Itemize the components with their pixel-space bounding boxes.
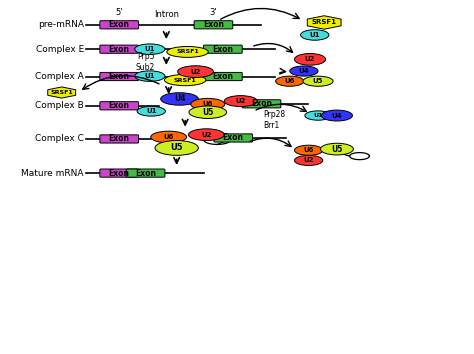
Ellipse shape (294, 145, 323, 155)
FancyBboxPatch shape (126, 169, 165, 177)
Text: U1: U1 (145, 73, 155, 79)
Ellipse shape (135, 71, 165, 81)
Ellipse shape (164, 74, 206, 86)
Polygon shape (307, 16, 341, 29)
Text: U1: U1 (313, 113, 323, 118)
Text: Exon: Exon (203, 20, 224, 29)
Ellipse shape (167, 46, 208, 57)
Text: Complex E: Complex E (36, 45, 84, 54)
Ellipse shape (294, 155, 323, 165)
Ellipse shape (155, 141, 198, 155)
Ellipse shape (161, 93, 198, 105)
Text: 3': 3' (210, 8, 217, 17)
FancyBboxPatch shape (100, 21, 138, 29)
Text: U2: U2 (305, 56, 315, 62)
Text: U6: U6 (284, 78, 295, 84)
Ellipse shape (301, 30, 329, 40)
Text: U6: U6 (164, 134, 174, 140)
Text: Complex B: Complex B (35, 101, 84, 110)
Ellipse shape (224, 96, 257, 107)
Ellipse shape (135, 44, 165, 55)
FancyBboxPatch shape (100, 102, 138, 110)
Text: Mature mRNA: Mature mRNA (21, 169, 84, 178)
Ellipse shape (294, 53, 326, 65)
Text: Exon: Exon (109, 20, 130, 29)
Ellipse shape (290, 66, 318, 76)
Text: SRSF1: SRSF1 (50, 90, 73, 95)
Ellipse shape (303, 76, 333, 86)
Text: U2: U2 (303, 158, 314, 164)
Ellipse shape (320, 143, 354, 155)
Ellipse shape (189, 106, 227, 119)
Text: Exon: Exon (251, 99, 272, 108)
Text: SRSF1: SRSF1 (174, 78, 197, 82)
Text: 5': 5' (116, 8, 123, 17)
Text: Exon: Exon (109, 101, 130, 110)
Text: Prp5
Sub2: Prp5 Sub2 (135, 52, 155, 72)
Text: U4: U4 (332, 113, 342, 119)
Ellipse shape (191, 98, 225, 110)
Text: U2: U2 (201, 132, 211, 138)
Text: U1: U1 (145, 46, 155, 52)
Polygon shape (48, 87, 76, 98)
Text: Exon: Exon (109, 135, 130, 143)
Text: SRSF1: SRSF1 (312, 19, 337, 25)
Text: U1: U1 (146, 108, 156, 114)
Text: Exon: Exon (109, 45, 130, 54)
Text: Prp28
Brr1: Prp28 Brr1 (263, 110, 285, 130)
Text: Exon: Exon (212, 72, 233, 81)
FancyBboxPatch shape (194, 21, 233, 29)
FancyBboxPatch shape (242, 100, 281, 108)
Text: U5: U5 (313, 78, 323, 84)
Text: Complex C: Complex C (35, 135, 84, 143)
FancyBboxPatch shape (100, 169, 138, 177)
Text: U6: U6 (202, 101, 213, 107)
Text: Exon: Exon (109, 169, 130, 178)
Text: U2: U2 (236, 98, 246, 104)
Ellipse shape (321, 110, 353, 121)
Text: Exon: Exon (212, 45, 233, 54)
Ellipse shape (305, 111, 331, 120)
Text: SRSF1: SRSF1 (176, 50, 199, 55)
FancyBboxPatch shape (100, 135, 138, 143)
Text: Exon: Exon (135, 169, 156, 178)
Text: U4: U4 (299, 68, 309, 74)
Text: U5: U5 (170, 143, 183, 153)
Text: U5: U5 (202, 108, 213, 117)
Text: pre-mRNA: pre-mRNA (38, 20, 84, 29)
Ellipse shape (276, 76, 304, 86)
Text: Complex A: Complex A (35, 72, 84, 81)
FancyBboxPatch shape (203, 45, 242, 53)
Text: Intron: Intron (154, 10, 179, 19)
Text: U4: U4 (174, 95, 185, 103)
Text: Exon: Exon (109, 72, 130, 81)
Text: Exon: Exon (223, 133, 244, 142)
FancyBboxPatch shape (100, 45, 138, 53)
Ellipse shape (137, 106, 165, 116)
Text: U2: U2 (191, 69, 201, 75)
Text: U6: U6 (303, 147, 314, 153)
Text: U5: U5 (331, 144, 343, 154)
FancyBboxPatch shape (100, 73, 138, 81)
Ellipse shape (151, 131, 187, 143)
FancyBboxPatch shape (214, 134, 253, 142)
Ellipse shape (189, 129, 224, 141)
Text: U1: U1 (310, 32, 320, 38)
FancyBboxPatch shape (203, 73, 242, 81)
Ellipse shape (178, 66, 213, 78)
